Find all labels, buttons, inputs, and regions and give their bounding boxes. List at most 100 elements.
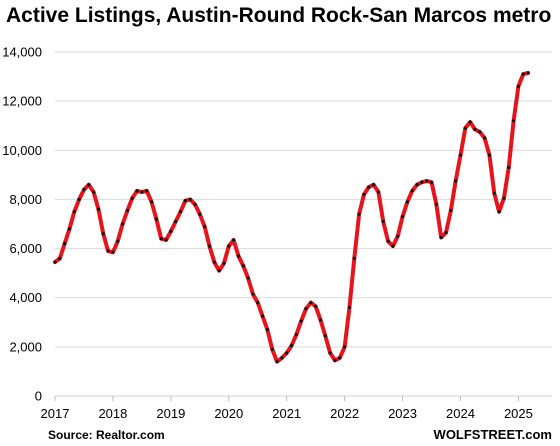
data-point	[400, 215, 405, 219]
data-point	[101, 232, 105, 236]
y-tick-label: 4,000	[9, 290, 42, 305]
data-point	[376, 190, 381, 194]
data-point	[511, 119, 516, 123]
data-point	[468, 120, 472, 124]
data-point	[198, 212, 202, 216]
data-point	[120, 222, 125, 226]
data-point	[439, 235, 443, 240]
data-point	[328, 351, 332, 355]
data-point	[478, 130, 482, 134]
data-point	[140, 190, 144, 194]
data-point	[183, 199, 187, 203]
data-point	[492, 191, 496, 195]
data-point	[396, 234, 400, 238]
data-point	[174, 219, 178, 224]
data-point	[145, 189, 149, 193]
data-point	[67, 227, 72, 231]
data-point	[53, 260, 57, 264]
data-point	[58, 256, 62, 260]
data-point	[429, 180, 434, 184]
y-tick-label: 6,000	[9, 241, 42, 256]
x-tick-label: 2020	[214, 406, 243, 421]
data-point	[246, 276, 250, 280]
data-point	[299, 319, 303, 323]
data-point	[289, 344, 294, 348]
data-point	[415, 183, 419, 187]
series-line	[53, 70, 531, 364]
data-point	[463, 126, 467, 130]
gridlines	[55, 51, 552, 348]
data-point	[318, 318, 323, 322]
x-tick-label: 2024	[446, 406, 475, 421]
data-point	[285, 351, 289, 355]
x-tick-label: 2022	[330, 406, 359, 421]
data-point	[497, 210, 501, 214]
brand-label: WOLFSTREET.com	[433, 427, 552, 442]
series	[53, 70, 531, 364]
y-tick-label: 8,000	[9, 192, 42, 207]
data-point	[347, 305, 352, 310]
data-point	[207, 244, 212, 248]
y-tick-label: 12,000	[2, 94, 42, 109]
data-point	[164, 238, 168, 242]
data-point	[130, 196, 134, 200]
data-point	[454, 179, 458, 183]
data-point	[304, 307, 308, 311]
markers	[53, 71, 530, 364]
tick-labels: 0 2,000 4,000 6,000 8,000 10,000 12,000 14,000 2…	[2, 45, 533, 422]
data-point	[154, 217, 158, 221]
data-point	[106, 249, 110, 253]
y-tick-label: 10,000	[2, 143, 42, 158]
source-note: Source: Realtor.com	[48, 428, 165, 442]
data-point	[82, 188, 86, 192]
data-point	[135, 189, 139, 193]
x-tick-label: 2021	[272, 406, 301, 421]
data-point	[483, 136, 487, 140]
data-point	[507, 165, 511, 170]
data-point	[111, 250, 115, 254]
data-point	[294, 332, 298, 337]
data-point	[178, 210, 183, 214]
data-point	[92, 190, 96, 194]
data-point	[487, 153, 492, 157]
axes	[54, 395, 552, 401]
data-point	[217, 269, 221, 273]
x-tick-label: 2018	[98, 406, 127, 421]
data-point	[227, 244, 231, 248]
data-point	[87, 183, 91, 187]
data-point	[444, 231, 448, 235]
y-tick-label: 2,000	[9, 339, 42, 354]
data-point	[458, 153, 463, 157]
data-point	[386, 239, 390, 243]
data-point	[425, 179, 429, 183]
data-point	[371, 183, 376, 187]
data-point	[516, 84, 521, 88]
y-tick-label: 14,000	[2, 45, 42, 60]
data-point	[410, 189, 414, 193]
data-point	[309, 301, 313, 305]
data-point	[338, 356, 342, 360]
data-point	[434, 202, 438, 206]
data-point	[125, 208, 130, 213]
data-point	[420, 180, 424, 184]
data-point	[251, 292, 255, 296]
data-point	[212, 260, 216, 264]
data-point	[280, 356, 284, 360]
data-point	[343, 345, 347, 349]
data-point	[77, 197, 81, 202]
data-point	[362, 192, 366, 197]
data-point	[391, 244, 395, 248]
data-point	[188, 197, 192, 202]
data-point	[236, 254, 241, 258]
x-tick-label: 2019	[156, 406, 185, 421]
data-point	[526, 71, 530, 75]
data-point	[352, 256, 356, 260]
data-point	[116, 239, 120, 243]
data-point	[96, 207, 101, 211]
data-point	[241, 264, 245, 268]
y-tick-label: 0	[35, 389, 42, 404]
chart-title: Active Listings, Austin-Round Rock-San M…	[6, 4, 552, 27]
data-point	[367, 185, 371, 189]
data-point	[149, 200, 154, 204]
